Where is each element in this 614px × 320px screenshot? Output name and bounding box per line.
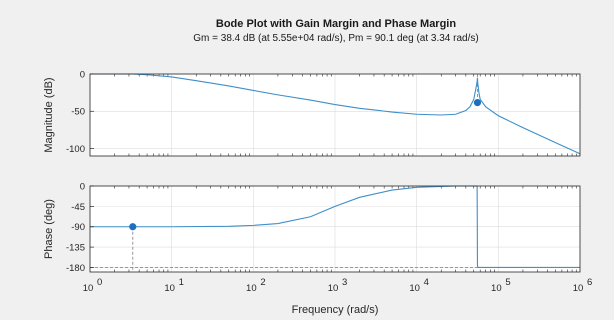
magnitude-y-tick-label-2: -100 bbox=[66, 144, 85, 155]
phase-margin-marker-0 bbox=[129, 223, 137, 231]
magnitude-series-line bbox=[90, 73, 581, 155]
x-tick-label-3: 10 bbox=[328, 283, 339, 294]
phase-guides bbox=[90, 226, 580, 272]
magnitude-margin-marker-0 bbox=[473, 99, 482, 107]
x-tick-label-2: 10 bbox=[246, 283, 257, 294]
phase-y-tick-label-4: -180 bbox=[66, 263, 85, 274]
chart-title: Bode Plot with Gain Margin and Phase Mar… bbox=[216, 18, 456, 30]
magnitude-markers bbox=[473, 99, 482, 107]
x-axis-label: Frequency (rad/s) bbox=[292, 304, 379, 316]
phase-axes-box bbox=[89, 185, 581, 273]
x-tick-exponent-6: 6 bbox=[587, 277, 592, 288]
magnitude-y-ticks: 0 -50 -100 bbox=[66, 69, 94, 155]
x-tick-exponent-4: 4 bbox=[424, 277, 429, 288]
x-tick-label-1: 10 bbox=[164, 283, 175, 294]
phase-y-tick-label-3: -135 bbox=[66, 243, 85, 254]
magnitude-axes: 0 -50 -100 Magnitude (dB) bbox=[43, 69, 581, 157]
x-tick-label-4: 10 bbox=[409, 283, 420, 294]
phase-markers bbox=[129, 223, 137, 231]
x-tick-exponent-1: 1 bbox=[179, 277, 184, 288]
phase-y-tick-label-2: -90 bbox=[71, 222, 85, 233]
magnitude-axes-box bbox=[89, 73, 581, 157]
phase-axes: 0 -45 -90 -135 -180 Phase (deg) bbox=[43, 181, 581, 274]
phase-y-axis-label: Phase (deg) bbox=[43, 199, 55, 259]
x-tick-exponent-5: 5 bbox=[505, 277, 510, 288]
x-tick-label-6: 10 bbox=[573, 283, 584, 294]
magnitude-y-axis-label: Magnitude (dB) bbox=[43, 77, 55, 152]
x-tick-exponent-2: 2 bbox=[260, 277, 265, 288]
magnitude-y-tick-label-0: 0 bbox=[80, 69, 85, 80]
phase-y-ticks: 0 -45 -90 -135 -180 bbox=[66, 181, 94, 274]
magnitude-y-tick-label-1: -50 bbox=[71, 107, 85, 118]
x-tick-label-0: 10 bbox=[83, 283, 94, 294]
phase-y-tick-label-1: -45 bbox=[71, 202, 85, 213]
phase-y-tick-label-0: 0 bbox=[80, 181, 85, 192]
x-tick-exponent-0: 0 bbox=[97, 277, 102, 288]
x-tick-exponent-3: 3 bbox=[342, 277, 347, 288]
x-tick-label-5: 10 bbox=[491, 283, 502, 294]
chart-subtitle: Gm = 38.4 dB (at 5.55e+04 rad/s), Pm = 9… bbox=[193, 33, 478, 44]
phase-series-line bbox=[90, 185, 580, 269]
